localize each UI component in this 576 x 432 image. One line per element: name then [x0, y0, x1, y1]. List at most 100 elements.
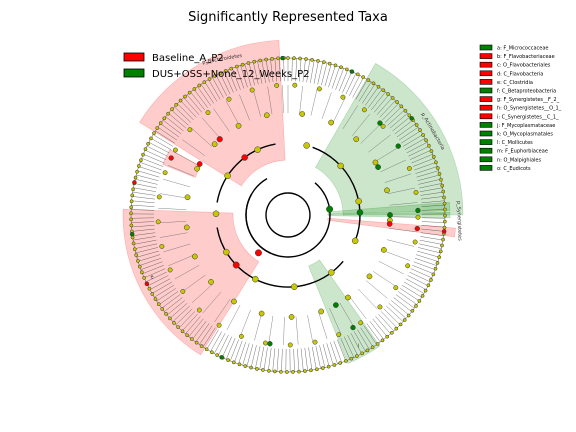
order-node	[196, 307, 202, 313]
leaf-node	[156, 302, 161, 307]
leaf-node	[410, 308, 415, 313]
branch-edge	[310, 88, 318, 116]
order-node	[292, 82, 298, 88]
leaf-edge	[141, 158, 164, 167]
leaf-edge	[386, 305, 404, 322]
leaf-node	[183, 94, 187, 99]
biomarker-node	[414, 225, 420, 232]
leaf-node	[240, 62, 245, 67]
leaf-edge	[133, 239, 157, 245]
leaf-node	[304, 57, 308, 61]
sector-e	[122, 208, 260, 356]
branch-edge	[191, 127, 213, 147]
leaf-edge	[225, 338, 236, 360]
leaf-edge	[230, 339, 239, 362]
leaf-edge	[180, 100, 197, 118]
leaf-node	[129, 199, 134, 204]
biomarker-node	[280, 55, 285, 61]
leaf-edge	[417, 174, 440, 181]
phylum-node	[328, 269, 335, 276]
class-node	[380, 247, 387, 253]
leaf-node	[147, 286, 152, 291]
biomarker-node	[254, 249, 262, 257]
leaf-edge	[300, 348, 304, 372]
leaf-node	[403, 108, 408, 113]
clade-arc	[265, 192, 311, 238]
leaf-edge	[153, 134, 173, 147]
leaf-edge	[270, 58, 274, 82]
leaf-edge	[415, 254, 439, 262]
order-node	[405, 263, 411, 269]
leaf-edge	[155, 130, 175, 144]
key-swatch-o	[479, 165, 493, 171]
leaf-node	[212, 74, 217, 78]
leaf-node	[326, 364, 331, 369]
leaf-edge	[221, 336, 232, 358]
leaf-edge	[131, 225, 155, 228]
leaf-edge	[387, 109, 405, 126]
leaf-node	[292, 56, 296, 60]
leaf-edge	[405, 278, 427, 290]
leaf-edge	[261, 60, 266, 83]
branch-edge	[158, 221, 187, 224]
branch-edge	[214, 298, 231, 323]
leaf-node	[442, 225, 447, 230]
leaf-edge	[407, 275, 429, 286]
leaf-edge	[139, 258, 162, 266]
leaf-node	[360, 351, 365, 356]
phylum-node	[223, 248, 230, 256]
leaf-edge	[174, 106, 192, 123]
leaf-node	[142, 276, 146, 280]
leaf-node	[185, 333, 189, 338]
leaf-node	[437, 171, 442, 176]
leaf-node	[315, 367, 319, 372]
leaf-node	[197, 83, 202, 88]
leaf-edge	[315, 346, 321, 369]
leaf-edge	[160, 123, 180, 138]
leaf-node	[273, 369, 277, 374]
leaf-edge	[420, 191, 444, 196]
leaf-node	[160, 307, 165, 311]
leaf-edge	[133, 187, 157, 192]
leaf-node	[170, 107, 174, 111]
leaf-edge	[360, 327, 374, 348]
class-node	[184, 194, 191, 201]
key-label-m: m: F_Euphorbiaceae	[497, 149, 548, 155]
order-node	[187, 127, 193, 133]
phylum-node	[254, 146, 261, 153]
leaf-node	[355, 72, 360, 77]
leaf-node	[366, 78, 371, 82]
leaf-edge	[421, 196, 444, 200]
leaf-edge	[228, 69, 238, 92]
branch-edge	[307, 315, 313, 343]
leaf-node	[149, 136, 153, 141]
leaf-edge	[214, 333, 226, 354]
order-node	[393, 285, 399, 291]
cladogram-edges	[130, 57, 446, 373]
leaf-node	[440, 243, 444, 248]
branch-edge	[192, 283, 213, 303]
leaf-node	[138, 158, 143, 163]
key-label-b: b: F_Flavobacteriaceae	[497, 54, 555, 60]
leaf-node	[310, 57, 314, 62]
leaf-node	[441, 237, 445, 242]
leaf-edge	[188, 318, 204, 337]
leaf-node	[139, 270, 144, 275]
leaf-edge	[244, 64, 252, 87]
leaf-edge	[150, 138, 172, 150]
leaf-edge	[403, 281, 425, 294]
leaf-edge	[149, 278, 171, 290]
leaf-node	[153, 297, 158, 301]
leaf-edge	[403, 134, 423, 147]
leaf-edge	[131, 209, 155, 211]
leaf-node	[298, 56, 302, 61]
leaf-node	[435, 261, 440, 265]
leaf-edge	[135, 178, 158, 185]
leaf-edge	[391, 300, 410, 316]
branch-edge	[366, 280, 388, 299]
leaf-edge	[366, 323, 381, 343]
biomarker-node	[395, 143, 401, 149]
leaf-edge	[419, 187, 443, 192]
branch-edge	[318, 312, 328, 340]
phylum-node	[351, 237, 359, 245]
